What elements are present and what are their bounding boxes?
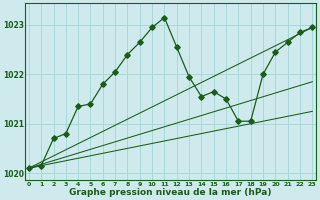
X-axis label: Graphe pression niveau de la mer (hPa): Graphe pression niveau de la mer (hPa) xyxy=(69,188,272,197)
